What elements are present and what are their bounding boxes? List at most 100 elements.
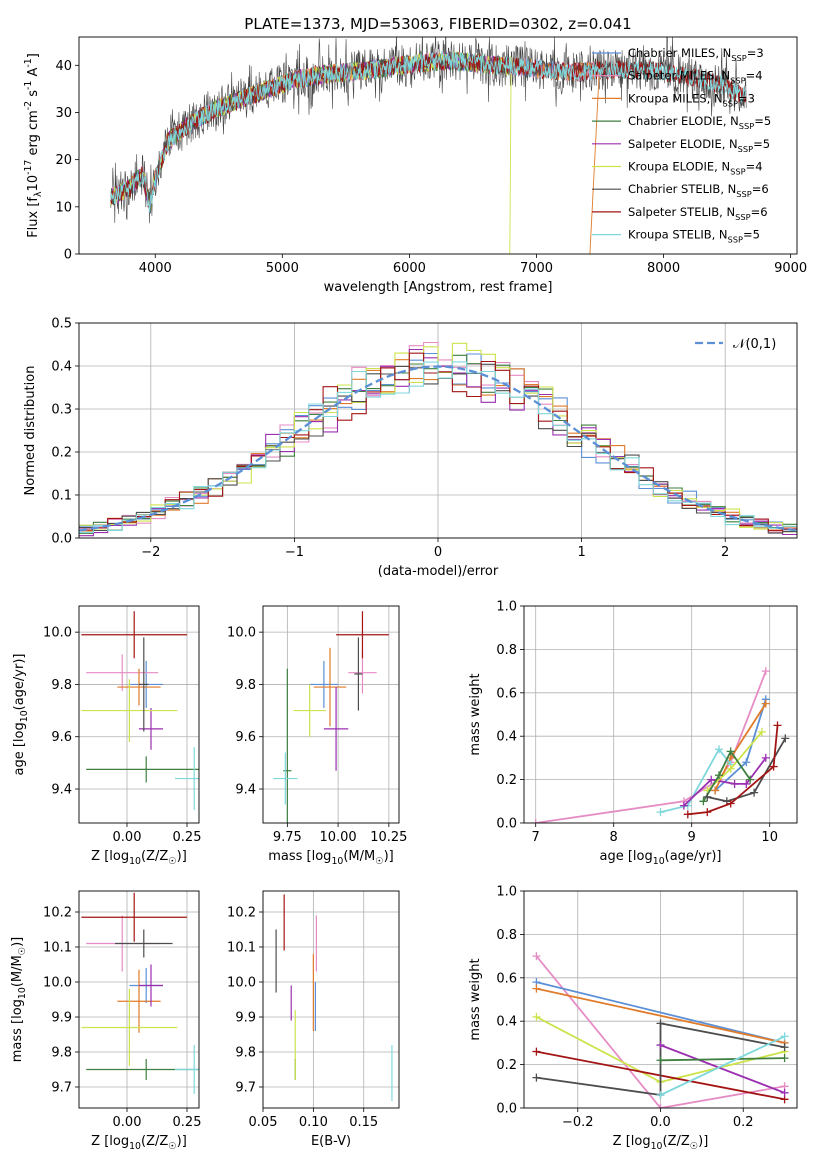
label-part: SSP <box>728 235 743 245</box>
label-part: A <box>26 68 41 81</box>
weight-marker <box>656 1090 665 1099</box>
y-tick-label: 9.8 <box>51 1046 72 1061</box>
weight-series-salpeter-elodie <box>679 753 770 810</box>
weight-marker <box>780 1054 789 1063</box>
weight-marker <box>699 797 708 806</box>
x-tick-label: 0 <box>434 545 442 560</box>
label-part: wavelength [Angstrom, rest frame] <box>324 280 553 295</box>
label-part: (age/yr)] <box>665 849 722 864</box>
weight-marker <box>761 753 770 762</box>
y-tick-label: 10.0 <box>43 976 72 991</box>
label-part: 10 <box>129 1141 141 1152</box>
y-tick-label: 9.4 <box>235 783 256 798</box>
errorbar-chabrier-stelib <box>354 637 363 711</box>
y-tick-label: 0.5 <box>51 317 72 332</box>
weight-marker <box>726 764 735 773</box>
errorbar-kroupa-elodie <box>81 679 178 742</box>
x-tick-label: 8000 <box>647 261 680 276</box>
x-tick-label: 2 <box>721 545 729 560</box>
weight-marker <box>761 667 770 676</box>
label-part: (Z/Z <box>141 849 168 864</box>
weight-marker <box>707 775 716 784</box>
errorbar-salpeter-stelib <box>81 611 187 659</box>
x-tick-label: 1 <box>577 545 585 560</box>
y-tick-label: 10.1 <box>43 941 72 956</box>
errorbar-kroupa-stelib <box>175 747 199 810</box>
y-tick-label: 9.6 <box>235 730 256 745</box>
weight-marker <box>679 801 688 810</box>
y-tick-label: 0.2 <box>496 773 517 788</box>
y-tick-label: 30 <box>55 106 72 121</box>
label-part: =3 <box>747 46 764 60</box>
label-part: mass [log <box>268 849 331 864</box>
label-part: SSP <box>731 53 746 63</box>
x-tick-label: 0.15 <box>349 1115 378 1130</box>
y-tick-label: 0.8 <box>496 928 517 943</box>
y-tick-label: 10.1 <box>227 941 256 956</box>
axes-z_weight: −0.2 0.0 0.2 0.0 0.2 0.4 0.6 0.8 1.0 Z [log10(Z/Z… <box>468 885 798 1152</box>
label-part: SSP <box>723 98 738 108</box>
label-part: s <box>26 90 41 101</box>
y-tick-label: 9.9 <box>235 1011 256 1026</box>
weight-marker <box>780 1032 789 1041</box>
label-part: Salpeter MILES, N <box>628 69 730 83</box>
axes-frame <box>262 605 400 824</box>
x-axis-label: age [log10(age/yr)] <box>600 849 722 867</box>
label-part: Salpeter ELODIE, N <box>628 137 738 151</box>
label-part: (age/yr)] <box>12 654 27 711</box>
label-part: 10 <box>19 710 30 722</box>
y-tick-label: 9.8 <box>235 1046 256 1061</box>
legend-entry-text: Chabrier STELIB, NSSP=6 <box>628 182 769 199</box>
label-part: =5 <box>753 137 770 151</box>
x-tick-label: 7 <box>532 830 540 845</box>
x-tick-label: 8 <box>610 830 618 845</box>
weight-marker <box>757 727 766 736</box>
weight-marker <box>726 747 735 756</box>
x-tick-label: 0.2 <box>733 1115 754 1130</box>
label-part: SSP <box>739 121 754 131</box>
weight-marker <box>656 1019 665 1028</box>
errorbar-kroupa-miles <box>117 668 161 706</box>
weight-series-chabrier-elodie <box>656 1054 789 1065</box>
y-axis-label: age [log10(age/yr)] <box>12 654 30 776</box>
axes-frame <box>523 605 798 824</box>
x-tick-label: 9000 <box>774 261 807 276</box>
y-tick-label: 0.6 <box>496 971 517 986</box>
label-part: =6 <box>751 205 768 219</box>
weight-line <box>707 737 787 803</box>
y-tick-label: 9.7 <box>235 1081 256 1096</box>
label-part: (M/M <box>343 849 375 864</box>
x-axis-label: Z [log10(Z/Z☉)] <box>613 1134 709 1152</box>
label-part: 10 <box>129 856 141 867</box>
errorbar-kroupa-stelib <box>175 1045 199 1094</box>
x-axis-label: Z [log10(Z/Z☉)] <box>91 849 187 867</box>
label-part: SSP <box>736 189 751 199</box>
label-part: (Z/Z <box>663 1134 690 1149</box>
x-axis-label: (data-model)/error <box>378 564 499 579</box>
label-part: Z [log <box>91 849 129 864</box>
y-tick-label: 0 <box>64 248 72 263</box>
label-part: age [log <box>12 722 27 775</box>
label-part: )] <box>384 849 394 864</box>
errorbar-kroupa-stelib <box>273 752 298 805</box>
errorbar-chabrier-miles <box>309 660 339 708</box>
errorbar-salpeter-elodie <box>323 687 349 771</box>
y-tick-label: 10.0 <box>227 626 256 641</box>
plot-area <box>524 891 797 1108</box>
x-tick-label: 0.25 <box>173 1115 202 1130</box>
label-part: λ <box>33 191 44 197</box>
label-part: =4 <box>746 69 763 83</box>
y-tick-label: 0.3 <box>51 403 72 418</box>
label-part: Salpeter STELIB, N <box>628 205 735 219</box>
legend-residuals: 𝒩(0,1) <box>695 337 776 352</box>
weight-series-kroupa-stelib <box>656 1032 789 1099</box>
weight-marker <box>703 792 712 801</box>
errorbar-salpeter-miles <box>348 651 377 694</box>
y-tick-label: 0.0 <box>496 817 517 832</box>
y-tick-label: 9.8 <box>235 678 256 693</box>
label-part: =3 <box>738 91 755 105</box>
label-part: 10 <box>651 1141 663 1152</box>
weight-marker <box>715 745 723 754</box>
label-part: Normed distribution <box>23 366 38 496</box>
